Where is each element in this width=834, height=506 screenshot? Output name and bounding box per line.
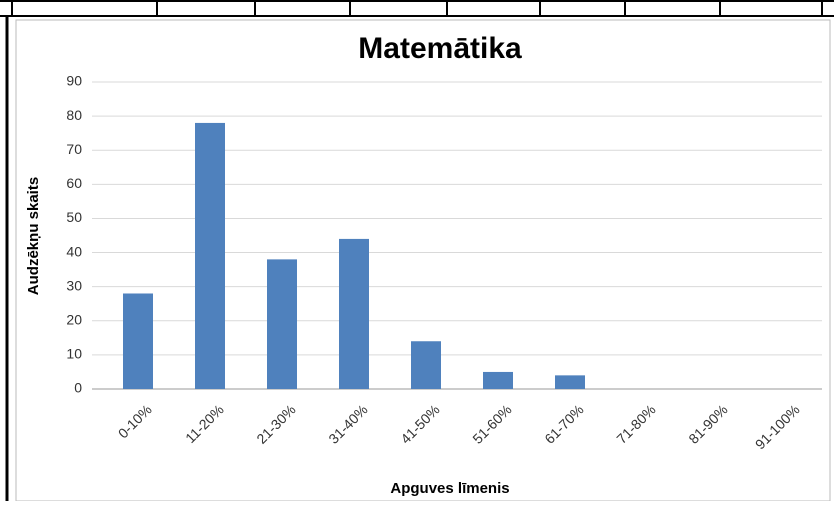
y-tick-label: 50 [66, 209, 82, 225]
x-tick-label: 0-10% [115, 401, 155, 441]
x-tick-label: 61-70% [541, 401, 586, 446]
y-tick-label: 40 [66, 243, 82, 259]
bar [123, 293, 153, 389]
x-tick-label: 81-90% [685, 401, 730, 446]
y-tick-label: 30 [66, 277, 82, 293]
x-tick-label: 11-20% [182, 401, 227, 446]
x-tick-label: 41-50% [397, 401, 442, 446]
bar [411, 341, 441, 389]
bar [483, 371, 513, 389]
x-tick-label: 51-60% [469, 401, 514, 446]
bar [339, 238, 369, 389]
x-tick-label: 71-80% [613, 401, 658, 446]
x-tick-label: 21-30% [253, 401, 298, 446]
y-tick-label: 80 [66, 107, 82, 123]
x-tick-label: 31-40% [325, 401, 370, 446]
y-tick-label: 20 [66, 311, 82, 327]
y-tick-label: 0 [74, 380, 82, 396]
y-tick-label: 70 [66, 141, 82, 157]
x-tick-label: 91-100% [752, 401, 803, 452]
x-axis-label: Apguves līmenis [390, 480, 509, 497]
bar [555, 375, 585, 389]
y-axis-label: Audzēkņu skaits [25, 177, 42, 295]
bar [267, 259, 297, 389]
y-tick-label: 90 [66, 73, 82, 89]
y-tick-label: 60 [66, 175, 82, 191]
y-tick-label: 10 [66, 346, 82, 362]
chart-title: Matemātika [358, 32, 522, 65]
bar [195, 122, 225, 389]
